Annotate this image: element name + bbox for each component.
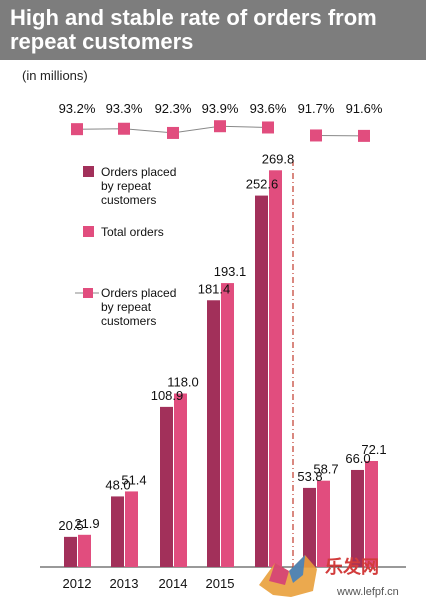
legend-swatch-repeat: [83, 166, 94, 177]
rate-label-4: 93.6%: [250, 101, 287, 116]
data-label-repeat-4: 252.6: [246, 177, 279, 192]
rate-marker-5: [310, 129, 322, 142]
chart-title: High and stable rate of orders from repe…: [0, 0, 426, 60]
bar-repeat-2: [160, 406, 173, 567]
x-tick-0: 2012: [63, 576, 92, 591]
data-label-repeat-1: 48.0: [105, 477, 130, 492]
rate-label-3: 93.9%: [202, 101, 239, 116]
watermark-url: www.lefpf.cn: [336, 586, 399, 598]
bar-total-5: [317, 480, 330, 567]
legend-label-total-0: Total orders: [101, 225, 164, 239]
data-label-total-4: 269.8: [262, 151, 295, 166]
data-label-repeat-3: 181.4: [198, 281, 231, 296]
rate-label-5: 91.7%: [298, 101, 335, 116]
bar-total-3: [221, 283, 234, 567]
x-tick-2: 2014: [159, 576, 188, 591]
legend-label-rate-2: customers: [101, 314, 156, 328]
bar-total-0: [78, 534, 91, 567]
bar-total-6: [365, 460, 378, 567]
watermark-fox-accent: [269, 563, 289, 585]
bar-repeat-6: [351, 469, 364, 567]
bar-total-1: [125, 491, 138, 567]
data-label-total-1: 51.4: [121, 472, 146, 487]
watermark-fox-icon: [259, 555, 317, 597]
legend-label-repeat-0: Orders placed: [101, 165, 176, 179]
legend-swatch-total: [83, 226, 94, 237]
watermark-fox-accent-2: [289, 555, 305, 583]
x-tick-1: 2013: [110, 576, 139, 591]
x-tick-3: 2015: [206, 576, 235, 591]
rate-marker-0: [71, 123, 83, 136]
rate-marker-3: [214, 120, 226, 133]
chart-title-text: High and stable rate of orders from repe…: [10, 5, 377, 54]
legend-label-repeat-1: by repeat: [101, 179, 152, 193]
watermark-text: 乐发网: [325, 556, 379, 578]
legend-label-repeat-2: customers: [101, 193, 156, 207]
data-label-total-2: 118.0: [167, 374, 199, 389]
data-label-repeat-2: 108.9: [151, 388, 184, 403]
watermark-logo: 乐发网 www.lefpf.cn: [259, 555, 399, 598]
bar-total-2: [174, 393, 187, 567]
bar-repeat-5: [303, 487, 316, 567]
rate-label-2: 92.3%: [155, 101, 192, 116]
data-label-repeat-0: 20.5: [58, 518, 83, 533]
rate-label-6: 91.6%: [346, 101, 383, 116]
data-label-repeat-6: 66.0: [345, 451, 370, 466]
legend-label-rate-0: Orders placed: [101, 286, 176, 300]
bar-total-4: [269, 170, 282, 567]
bar-repeat-1: [111, 496, 124, 567]
bar-repeat-3: [207, 300, 220, 567]
unit-label: (in millions): [22, 68, 88, 83]
data-label-total-3: 193.1: [214, 264, 247, 279]
legend-label-rate-1: by repeat: [101, 300, 152, 314]
rate-marker-6: [358, 129, 370, 142]
data-label-total-5: 58.7: [313, 462, 338, 477]
rate-marker-4: [262, 121, 274, 134]
legend-marker-rate: [83, 288, 93, 298]
data-label-repeat-5: 53.8: [297, 469, 322, 484]
rate-label-1: 93.3%: [106, 101, 143, 116]
rate-marker-2: [167, 126, 179, 139]
bar-repeat-4: [255, 195, 268, 567]
bar-repeat-0: [64, 536, 77, 567]
rate-marker-1: [118, 122, 130, 135]
data-label-total-6: 72.1: [361, 442, 386, 457]
data-label-total-0: 21.9: [74, 516, 99, 531]
rate-label-0: 93.2%: [59, 101, 96, 116]
